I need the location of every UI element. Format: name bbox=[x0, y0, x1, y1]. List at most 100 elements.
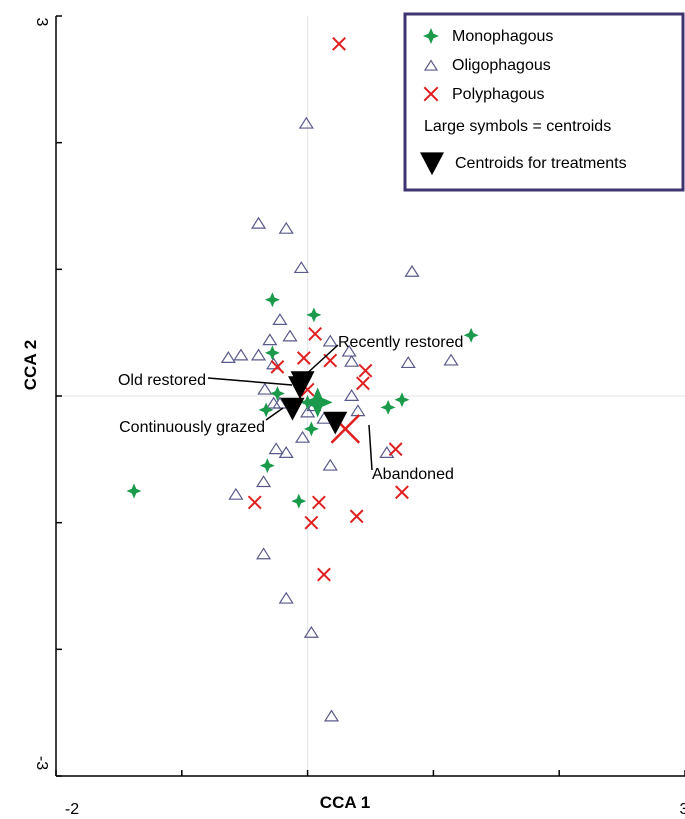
oligo-point bbox=[323, 709, 340, 722]
label-recently-restored: Recently restored bbox=[338, 334, 463, 351]
oligo-point bbox=[233, 348, 249, 361]
poly-point bbox=[304, 515, 319, 530]
leader-recently-restored bbox=[301, 344, 339, 379]
mono-point bbox=[394, 392, 410, 408]
oligo-point bbox=[250, 348, 267, 361]
legend-mono-marker bbox=[423, 28, 439, 44]
mono-point bbox=[264, 345, 280, 361]
monophagous-series bbox=[126, 292, 479, 509]
oligo-point bbox=[303, 625, 319, 638]
legend-label-oligophagous: Oligophagous bbox=[452, 57, 551, 74]
poly-point bbox=[356, 376, 370, 391]
oligo-point bbox=[220, 351, 236, 363]
oligo-point bbox=[255, 547, 272, 560]
legend: Monophagous Oligophagous Polyphagous Lar… bbox=[403, 12, 685, 192]
oligo-point bbox=[350, 404, 366, 417]
poly-point bbox=[358, 363, 373, 378]
treatment-centroids bbox=[280, 371, 348, 435]
oligo-point bbox=[300, 405, 316, 418]
oligo-point bbox=[278, 591, 294, 604]
legend-oligo-marker bbox=[423, 59, 439, 71]
legend-note: Large symbols = centroids bbox=[424, 118, 611, 135]
x-axis-ticks bbox=[55, 770, 685, 776]
poly-point bbox=[332, 36, 346, 51]
y-tick-label-top: 3 bbox=[33, 18, 50, 27]
mono-point bbox=[380, 399, 396, 415]
legend-mono-icon bbox=[423, 28, 439, 44]
y-axis-title: CCA 2 bbox=[21, 340, 40, 390]
oligo-point bbox=[266, 357, 282, 370]
legend-oligo-icon bbox=[423, 59, 439, 71]
mono-point bbox=[306, 307, 322, 323]
treatment-annotations: Recently restored Old restored Continuou… bbox=[118, 334, 463, 483]
legend-treatment-icon bbox=[420, 152, 444, 176]
oligo-point bbox=[228, 487, 244, 500]
label-old-restored: Old restored bbox=[118, 372, 206, 389]
mono-point bbox=[291, 493, 307, 509]
mono-point bbox=[269, 385, 285, 401]
treatment-centroid-marker bbox=[288, 376, 313, 400]
oligo-point bbox=[298, 116, 314, 129]
poly-point bbox=[388, 442, 403, 457]
mono-point bbox=[303, 421, 319, 437]
legend-poly-marker bbox=[423, 86, 439, 102]
oligo-point bbox=[278, 446, 294, 458]
mono-point bbox=[264, 292, 280, 308]
mono-point bbox=[463, 327, 479, 343]
leader-continuously-grazed bbox=[265, 407, 284, 421]
poly-point bbox=[270, 359, 285, 374]
leader-old-restored bbox=[207, 377, 293, 386]
oligo-point bbox=[379, 446, 395, 458]
oligo-point bbox=[250, 216, 267, 229]
polyphagous-series bbox=[247, 36, 409, 582]
poly-point bbox=[247, 495, 262, 510]
oligo-point bbox=[262, 333, 278, 346]
oligo-point bbox=[344, 354, 360, 367]
legend-poly-icon bbox=[423, 86, 439, 102]
poly-point bbox=[323, 353, 338, 368]
oligo-point bbox=[272, 313, 288, 325]
oligo-point bbox=[257, 382, 273, 395]
oligo-point bbox=[268, 442, 284, 455]
oligo-point bbox=[344, 389, 360, 401]
oligo-point bbox=[282, 329, 298, 342]
x-tick-label-left: -2 bbox=[65, 801, 79, 818]
legend-label-treatments: Centroids for treatments bbox=[455, 155, 627, 172]
label-continuously-grazed: Continuously grazed bbox=[119, 419, 265, 436]
y-tick-label-bottom: -3 bbox=[33, 756, 50, 770]
oligo-point bbox=[443, 353, 459, 366]
mono-point bbox=[126, 483, 142, 499]
poly-point bbox=[349, 509, 364, 524]
poly-point bbox=[317, 567, 331, 582]
poly-point bbox=[296, 351, 311, 365]
legend-box bbox=[403, 12, 685, 192]
y-axis-ticks bbox=[56, 15, 62, 777]
x-tick-label-right: 3 bbox=[680, 801, 685, 818]
oligo-point bbox=[294, 430, 311, 443]
oligophagous-series bbox=[220, 116, 459, 722]
treatment-centroid-marker bbox=[280, 397, 305, 421]
legend-label-polyphagous: Polyphagous bbox=[452, 86, 545, 103]
label-abandoned: Abandoned bbox=[372, 466, 454, 483]
oligo-point bbox=[400, 356, 416, 369]
mono-centroid bbox=[302, 387, 333, 418]
oligo-point bbox=[266, 396, 282, 409]
mono-point bbox=[258, 402, 274, 418]
poly-point bbox=[395, 485, 409, 500]
leader-abandoned bbox=[368, 424, 373, 471]
oligo-point bbox=[341, 344, 357, 357]
legend-treatment-marker bbox=[420, 152, 444, 176]
oligo-point bbox=[293, 261, 309, 274]
poly-point bbox=[312, 495, 326, 510]
legend-label-monophagous: Monophagous bbox=[452, 28, 553, 45]
poly-point bbox=[308, 327, 323, 341]
oligo-point bbox=[322, 334, 338, 347]
oligo-point bbox=[278, 221, 294, 234]
oligo-point bbox=[322, 458, 338, 471]
oligo-point bbox=[255, 475, 272, 488]
treatment-centroid-marker bbox=[323, 411, 348, 435]
oligo-point bbox=[404, 264, 420, 277]
x-axis-title: CCA 1 bbox=[320, 793, 370, 812]
mono-point bbox=[259, 458, 275, 474]
